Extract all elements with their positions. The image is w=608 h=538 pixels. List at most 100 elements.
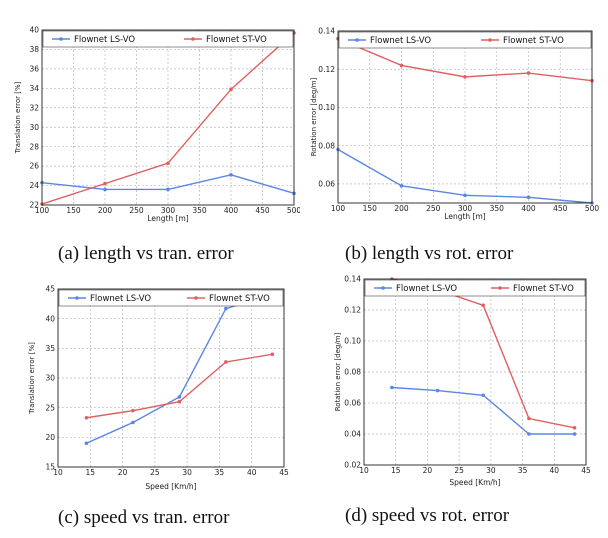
data-point-st-vo: [527, 416, 531, 421]
y-tick-label: 40: [45, 314, 55, 323]
caption-d: (d) speed vs rot. error: [345, 505, 510, 526]
legend-marker: [191, 37, 195, 41]
x-tick-label: 40: [247, 468, 257, 477]
x-tick-label: 150: [363, 204, 378, 213]
data-point-ls-vo: [390, 385, 394, 390]
legend-label-ls-vo: Flownet LS-VO: [396, 284, 457, 294]
data-point-ls-vo: [177, 395, 182, 399]
chart-length-vs-tran-error: 100 150 200 250 300 350 400 450 500 22 24 26 28 30 32 3…: [14, 26, 300, 223]
x-tick-label: 300: [458, 204, 473, 213]
y-tick-label: 34: [29, 84, 39, 93]
data-point-ls-vo: [481, 393, 486, 398]
x-tick-label: 15: [86, 468, 96, 477]
data-point-ls-vo: [526, 195, 531, 200]
legend-box: [42, 30, 294, 48]
x-tick-label: 40: [550, 466, 560, 475]
data-point-st-vo: [463, 75, 467, 79]
x-tick-label: 100: [331, 204, 346, 213]
y-tick-label: 38: [29, 45, 39, 54]
x-axis-label: Speed [Km/h]: [449, 478, 500, 487]
x-axis-label: Length [m]: [147, 214, 188, 223]
y-tick-label: 25: [45, 403, 55, 412]
legend-box: [338, 31, 592, 49]
x-tick-label: 10: [53, 468, 63, 477]
data-point-ls-vo: [103, 187, 107, 192]
data-point-ls-vo: [435, 388, 440, 393]
y-tick-label: 15: [45, 463, 55, 472]
x-tick-label: 350: [490, 204, 505, 213]
plot-frame: [57, 288, 285, 468]
legend-marker: [488, 38, 492, 42]
data-point-ls-vo: [84, 441, 89, 446]
y-tick-label: 0.12: [318, 65, 335, 74]
y-tick-label: 28: [29, 142, 39, 151]
y-tick-label: 30: [45, 374, 55, 383]
x-tick-label: 45: [581, 466, 591, 475]
y-tick-label: 0.14: [344, 275, 361, 284]
data-point-st-vo: [270, 352, 275, 357]
data-point-ls-vo: [131, 420, 135, 425]
x-tick-label: 150: [66, 206, 81, 215]
x-tick-label: 10: [359, 466, 369, 475]
x-axis-label: Length [m]: [444, 212, 485, 221]
x-tick-label: 35: [215, 468, 225, 477]
y-tick-label: 0.14: [318, 27, 335, 36]
y-tick-label: 0.08: [344, 368, 361, 377]
legend-label-ls-vo: Flownet LS-VO: [90, 294, 151, 304]
y-tick-label: 0.12: [344, 306, 361, 315]
y-tick-label: 22: [29, 201, 39, 210]
chart-speed-vs-rot-error: 10 15 20 25 30 35 40 45 0.02 0.04 0.06 0.08 0.10 0.12…: [334, 275, 591, 487]
y-tick-label: 32: [29, 103, 39, 112]
y-tick-label: 24: [29, 181, 39, 190]
x-tick-label: 30: [182, 468, 192, 477]
x-tick-label: 250: [426, 204, 441, 213]
plot-frame: [363, 278, 587, 466]
y-tick-label: 0.02: [344, 461, 361, 470]
plot-frame: [41, 29, 295, 206]
legend-marker: [194, 296, 198, 300]
caption-b: (b) length vs rot. error: [345, 243, 514, 264]
y-axis-label: Translation error [%]: [28, 342, 36, 415]
y-tick-label: 35: [45, 344, 55, 353]
y-tick-label: 45: [45, 285, 55, 294]
x-tick-label: 400: [521, 204, 536, 213]
x-tick-label: 450: [255, 206, 270, 215]
y-axis-label: Translation error [%]: [14, 81, 22, 154]
legend-marker: [355, 38, 359, 42]
x-tick-label: 25: [150, 468, 160, 477]
plot-frame: [337, 30, 593, 204]
legend-box: [364, 279, 586, 297]
y-tick-label: 26: [29, 162, 39, 171]
x-tick-label: 200: [394, 204, 409, 213]
legend-marker: [75, 296, 79, 300]
legend-box: [58, 289, 284, 307]
y-tick-label: 0.06: [318, 179, 335, 188]
y-tick-label: 20: [45, 433, 55, 442]
y-tick-label: 0.04: [344, 430, 361, 439]
x-tick-label: 30: [486, 466, 496, 475]
data-point-ls-vo: [572, 432, 577, 436]
data-point-ls-vo: [527, 432, 531, 436]
y-tick-label: 30: [29, 123, 39, 132]
x-tick-label: 500: [287, 206, 300, 215]
x-tick-label: 35: [518, 466, 528, 475]
data-point-st-vo: [224, 360, 228, 364]
x-tick-label: 300: [161, 206, 176, 215]
y-tick-label: 0.06: [344, 399, 361, 408]
x-tick-label: 100: [35, 206, 50, 215]
data-point-ls-vo: [399, 184, 404, 188]
y-tick-label: 0.08: [318, 141, 335, 150]
legend-label-ls-vo: Flownet LS-VO: [74, 35, 135, 45]
x-tick-label: 450: [553, 204, 568, 213]
x-tick-label: 200: [98, 206, 113, 215]
caption-a: (a) length vs tran. error: [58, 243, 234, 264]
y-tick-label: 0.10: [344, 337, 361, 346]
data-point-st-vo: [526, 71, 531, 75]
y-axis-label: Rotation error [deg/m]: [334, 332, 342, 411]
data-point-st-vo: [131, 408, 135, 413]
x-tick-label: 20: [118, 468, 128, 477]
x-tick-label: 45: [279, 468, 289, 477]
y-tick-label: 0.10: [318, 103, 335, 112]
legend-label-st-vo: Flownet ST-VO: [503, 36, 564, 46]
